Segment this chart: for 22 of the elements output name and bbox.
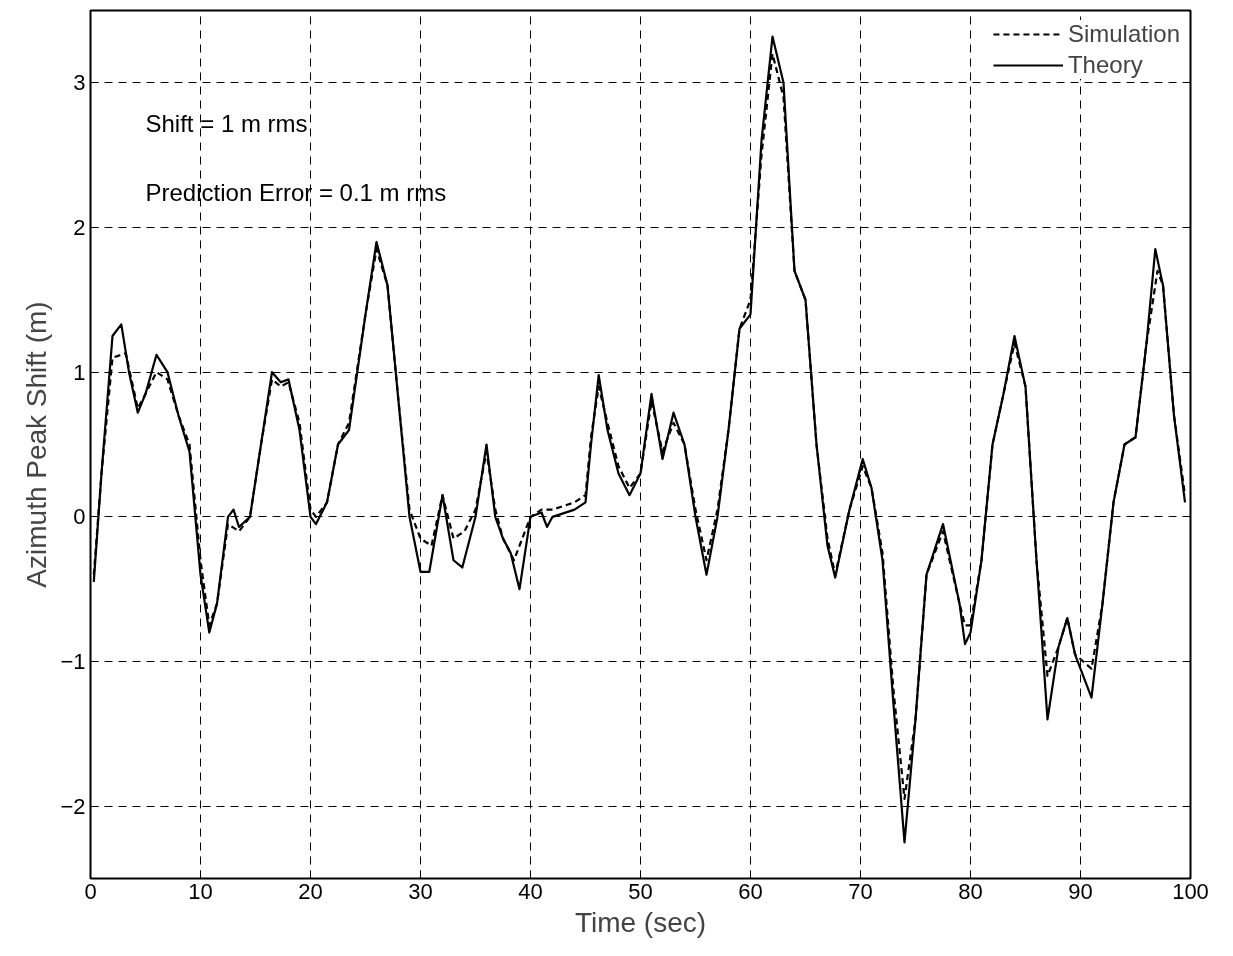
- y-tick-label: −2: [60, 793, 86, 819]
- legend-label: Theory: [1067, 51, 1143, 79]
- y-tick-label: 1: [73, 359, 86, 385]
- y-tick-label: −1: [60, 649, 86, 674]
- y-tick-label: 0: [73, 504, 86, 530]
- x-tick-label: 80: [958, 878, 983, 904]
- x-tick-label: 10: [188, 878, 213, 904]
- x-tick-label: 90: [1068, 878, 1093, 904]
- x-tick-label: 30: [408, 878, 433, 904]
- x-axis-title: Time (sec): [574, 906, 707, 938]
- y-tick-label: 3: [73, 70, 86, 96]
- x-tick-label: 20: [298, 878, 323, 904]
- x-tick-label: 70: [848, 878, 873, 904]
- annotation: Shift = 1 m rms: [145, 109, 308, 137]
- x-tick-label: 50: [628, 878, 653, 904]
- legend-label: Simulation: [1067, 20, 1180, 48]
- y-tick-label: 2: [73, 215, 86, 240]
- y-axis-title: Azimuth Peak Shift (m): [21, 301, 53, 588]
- x-tick-label: 60: [738, 878, 763, 904]
- annotation: Prediction Error = 0.1 m rms: [145, 179, 447, 207]
- x-tick-label: 40: [518, 878, 543, 904]
- x-tick-label: 100: [1172, 878, 1209, 904]
